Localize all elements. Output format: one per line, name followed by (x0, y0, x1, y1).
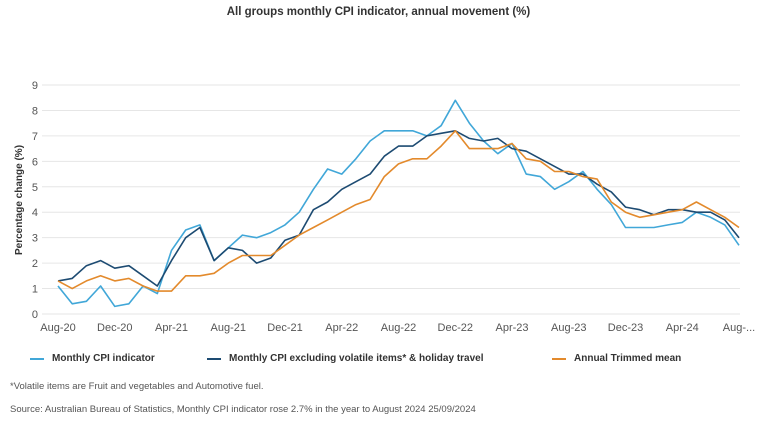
y-tick-label: 7 (32, 131, 38, 143)
legend-swatch (207, 357, 221, 360)
legend-label: Monthly CPI indicator (52, 353, 155, 364)
x-tick-label: Dec-23 (608, 322, 643, 334)
legend-label: Monthly CPI excluding volatile items* & … (229, 353, 484, 364)
x-tick-label: Apr-22 (325, 322, 358, 334)
x-tick-label: Aug-21 (211, 322, 246, 334)
y-tick-label: 4 (32, 207, 38, 219)
x-axis-ticks: Aug-20 Dec-20 Apr-21 Aug-21 Dec-21 Apr-22 Aug-… (40, 322, 755, 334)
legend-swatch (30, 357, 44, 360)
series-line (57, 130, 740, 287)
x-tick-label: Aug-22 (381, 322, 416, 334)
series-line (57, 99, 740, 308)
y-tick-label: 0 (32, 309, 38, 321)
gridlines (42, 84, 740, 315)
y-tick-label: 8 (32, 105, 38, 117)
chart-title: All groups monthly CPI indicator, annual… (226, 6, 531, 18)
line-chart: 0 1 2 3 4 5 6 7 8 9 Aug-20 Dec-20 Apr-21 Aug-21 Dec-2… (14, 80, 755, 334)
y-tick-label: 3 (32, 233, 38, 245)
legend-item-trimmed-mean: Annual Trimmed mean (552, 353, 681, 364)
x-tick-label: Dec-22 (438, 322, 473, 334)
x-tick-label: Apr-21 (155, 322, 188, 334)
x-tick-label: Aug-23 (551, 322, 586, 334)
y-tick-label: 2 (32, 258, 38, 270)
y-tick-label: 9 (32, 80, 38, 92)
series-line (57, 130, 740, 292)
legend-swatch (552, 357, 566, 360)
legend-label: Annual Trimmed mean (574, 353, 682, 364)
source-note: Source: Australian Bureau of Statistics,… (10, 404, 476, 415)
x-tick-label: Aug-... (723, 322, 755, 334)
footnote: *Volatile items are Fruit and vegetables… (10, 381, 264, 392)
y-axis-ticks: 0 1 2 3 4 5 6 7 8 9 (32, 80, 38, 321)
legend-item-monthly-cpi: Monthly CPI indicator (30, 353, 155, 364)
x-tick-label: Apr-24 (666, 322, 699, 334)
y-tick-label: 6 (32, 156, 38, 168)
x-tick-label: Apr-23 (495, 322, 528, 334)
y-tick-label: 1 (32, 284, 38, 296)
x-tick-label: Dec-20 (97, 322, 132, 334)
x-tick-label: Aug-20 (40, 322, 75, 334)
legend-item-cpi-excluding-volatile: Monthly CPI excluding volatile items* & … (207, 353, 484, 364)
y-tick-label: 5 (32, 182, 38, 194)
series-lines (57, 99, 740, 308)
x-tick-label: Dec-21 (267, 322, 302, 334)
y-axis-label: Percentage change (%) (14, 145, 25, 255)
